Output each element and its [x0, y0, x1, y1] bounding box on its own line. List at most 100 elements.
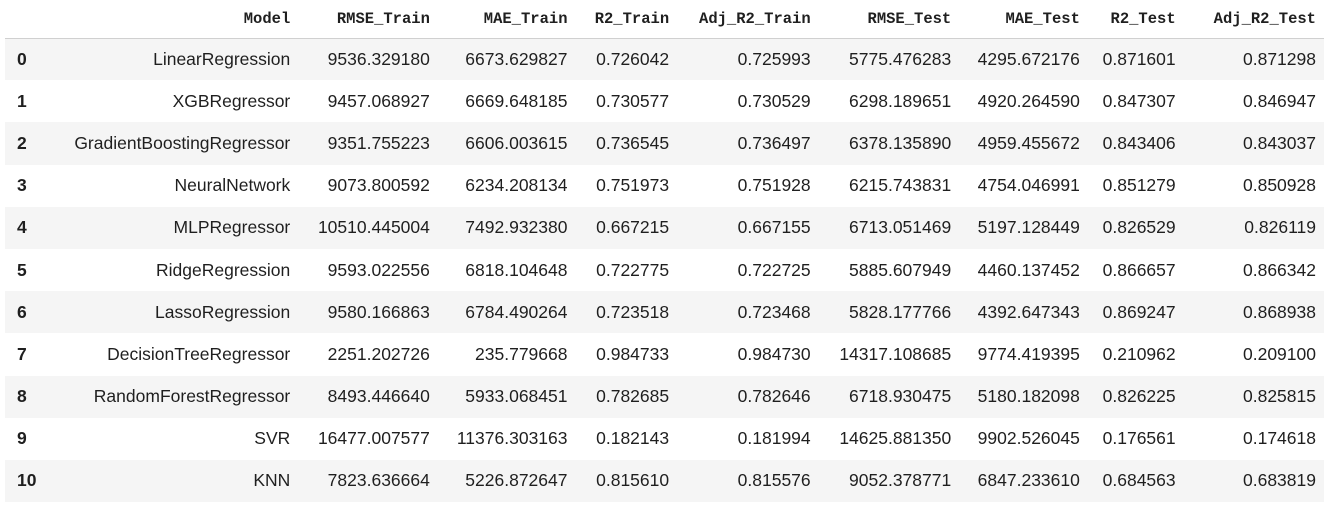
header-row: Model RMSE_Train MAE_Train R2_Train Adj_…	[5, 0, 1324, 39]
mae-train-cell: 6784.490264	[465, 301, 568, 322]
rmse-test-cell: 6215.743831	[849, 175, 952, 196]
table-row: 6 LassoRegression 9580.166863 6784.490264 0.…	[5, 291, 1324, 334]
r2-test-cell: 0.871601	[1102, 48, 1176, 69]
rmse-train-cell: 7823.636664	[327, 470, 430, 491]
model-name-cell: KNN	[253, 470, 291, 491]
rmse-train-cell: 9351.755223	[327, 132, 430, 153]
model-name-cell: LassoRegression	[155, 301, 291, 322]
row-index: 1	[17, 90, 27, 111]
model-name-cell: RandomForestRegressor	[93, 386, 291, 407]
column-header-adj-r2-train: Adj_R2_Train	[677, 0, 819, 39]
r2-train-cell: 0.736545	[596, 132, 670, 153]
r2-train-cell: 0.726042	[596, 48, 670, 69]
r2-test-cell: 0.847307	[1102, 90, 1176, 111]
mae-train-cell: 5226.872647	[465, 470, 568, 491]
mae-test-cell: 4460.137452	[977, 259, 1080, 280]
column-header-rmse-train: RMSE_Train	[298, 0, 438, 39]
model-name-cell: RidgeRegression	[156, 259, 291, 280]
r2-train-cell: 0.751973	[596, 175, 670, 196]
model-name-cell: LinearRegression	[153, 48, 291, 69]
rmse-train-cell: 10510.445004	[317, 217, 430, 238]
rmse-test-cell: 6298.189651	[849, 90, 952, 111]
rmse-test-cell: 6378.135890	[849, 132, 952, 153]
r2-test-cell: 0.869247	[1102, 301, 1176, 322]
table-row: 0 LinearRegression 9536.329180 6673.629827 0…	[5, 38, 1324, 81]
mae-train-cell: 235.779668	[475, 343, 568, 364]
adj-r2-train-cell: 0.725993	[737, 48, 811, 69]
model-name-cell: DecisionTreeRegressor	[107, 343, 291, 364]
results-dataframe: Model RMSE_Train MAE_Train R2_Train Adj_…	[5, 0, 1324, 503]
mae-test-cell: 4959.455672	[977, 132, 1080, 153]
rmse-test-cell: 9052.378771	[849, 470, 952, 491]
r2-test-cell: 0.826225	[1102, 386, 1176, 407]
adj-r2-test-cell: 0.209100	[1243, 343, 1316, 364]
rmse-train-cell: 8493.446640	[327, 386, 430, 407]
mae-test-cell: 9774.419395	[977, 343, 1080, 364]
r2-train-cell: 0.722775	[596, 259, 670, 280]
column-header-rmse-test: RMSE_Test	[818, 0, 960, 39]
column-header-r2-test: R2_Test	[1087, 0, 1184, 39]
model-name-cell: XGBRegressor	[172, 90, 291, 111]
model-name-cell: NeuralNetwork	[174, 175, 291, 196]
mae-test-cell: 4392.647343	[977, 301, 1080, 322]
column-header-mae-train: MAE_Train	[437, 0, 576, 39]
rmse-train-cell: 2251.202726	[327, 343, 430, 364]
rmse-test-cell: 5885.607949	[849, 259, 952, 280]
mae-test-cell: 5180.182098	[977, 386, 1080, 407]
table-row: 1 XGBRegressor 9457.068927 6669.648185 0.730…	[5, 80, 1324, 123]
row-index: 7	[17, 343, 27, 364]
mae-train-cell: 6673.629827	[465, 48, 568, 69]
row-index: 2	[17, 132, 27, 153]
mae-train-cell: 7492.932380	[465, 217, 568, 238]
r2-train-cell: 0.815610	[596, 470, 670, 491]
rmse-test-cell: 5828.177766	[849, 301, 952, 322]
r2-test-cell: 0.176561	[1102, 428, 1176, 449]
adj-r2-test-cell: 0.868938	[1243, 301, 1316, 322]
row-index: 4	[17, 217, 27, 238]
rmse-train-cell: 9580.166863	[327, 301, 430, 322]
adj-r2-test-cell: 0.826119	[1244, 217, 1316, 238]
table-row: 4 MLPRegressor 10510.445004 7492.932380 0.66…	[5, 206, 1324, 249]
table-row: 2 GradientBoostingRegressor 9351.755223 660…	[5, 122, 1324, 165]
adj-r2-train-cell: 0.736497	[737, 132, 811, 153]
row-index: 10	[17, 470, 37, 491]
table-row: 3 NeuralNetwork 9073.800592 6234.208134 0.75…	[5, 164, 1324, 207]
column-header-adj-r2-test: Adj_R2_Test	[1183, 0, 1324, 39]
adj-r2-train-cell: 0.723468	[737, 301, 811, 322]
table-row: 9 SVR 16477.007577 11376.303163 0.182143 0.18…	[5, 417, 1324, 460]
adj-r2-test-cell: 0.174618	[1243, 428, 1316, 449]
r2-test-cell: 0.843406	[1102, 132, 1176, 153]
adj-r2-test-cell: 0.871298	[1243, 48, 1316, 69]
rmse-train-cell: 9536.329180	[327, 48, 430, 69]
mae-test-cell: 5197.128449	[977, 217, 1080, 238]
column-header-mae-test: MAE_Test	[959, 0, 1088, 39]
table-row: 10 KNN 7823.636664 5226.872647 0.815610 0.815…	[5, 459, 1324, 503]
adj-r2-test-cell: 0.825815	[1243, 386, 1316, 407]
adj-r2-test-cell: 0.850928	[1243, 175, 1316, 196]
rmse-train-cell: 9073.800592	[327, 175, 430, 196]
table-body: 0 LinearRegression 9536.329180 6673.629827 0…	[5, 38, 1324, 503]
row-index: 0	[17, 48, 27, 69]
r2-train-cell: 0.984733	[596, 343, 670, 364]
row-index: 6	[17, 301, 27, 322]
row-index: 5	[17, 259, 27, 280]
column-header-model: Model	[45, 0, 299, 39]
rmse-train-cell: 9593.022556	[327, 259, 430, 280]
r2-test-cell: 0.684563	[1102, 470, 1176, 491]
r2-train-cell: 0.730577	[596, 90, 670, 111]
row-index: 3	[17, 175, 27, 196]
rmse-test-cell: 14317.108685	[839, 343, 952, 364]
adj-r2-train-cell: 0.730529	[737, 90, 811, 111]
r2-train-cell: 0.667215	[596, 217, 670, 238]
rmse-test-cell: 6718.930475	[849, 386, 952, 407]
adj-r2-train-cell: 0.782646	[737, 386, 811, 407]
mae-train-cell: 11376.303163	[456, 428, 568, 449]
r2-test-cell: 0.866657	[1102, 259, 1176, 280]
adj-r2-test-cell: 0.846947	[1243, 90, 1316, 111]
adj-r2-test-cell: 0.843037	[1243, 132, 1316, 153]
mae-train-cell: 6669.648185	[465, 90, 568, 111]
model-name-cell: GradientBoostingRegressor	[74, 132, 291, 153]
mae-train-cell: 6818.104648	[465, 259, 568, 280]
table-row: 7 DecisionTreeRegressor 2251.202726 235.779…	[5, 333, 1324, 376]
model-name-cell: MLPRegressor	[173, 217, 291, 238]
